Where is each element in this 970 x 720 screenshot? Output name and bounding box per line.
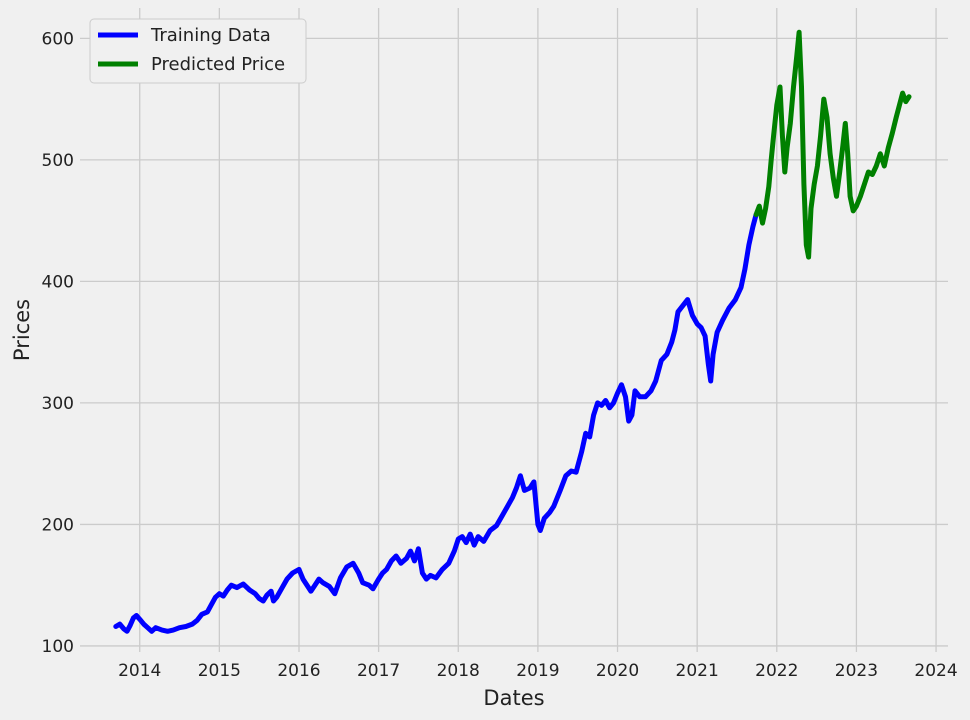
x-tick-label: 2014 [118,661,161,681]
y-tick-label: 300 [42,394,74,414]
data-series [113,29,912,634]
y-tick-label: 400 [42,272,74,292]
series-line-predicted-price [753,29,912,260]
tick-labels: 2014 2015 2016 2017 2018 2019 2020 2021 2022 2023… [42,29,958,681]
x-tick-label: 2024 [914,661,957,681]
legend: Training Data Predicted Price [89,18,307,84]
legend-label-training-data: Training Data [150,25,271,46]
series-line-training-data [113,212,759,634]
y-tick-label: 200 [42,515,74,535]
y-tick-label: 600 [42,29,74,49]
x-tick-label: 2023 [835,661,878,681]
legend-label-predicted-price: Predicted Price [151,54,285,75]
plot-area [80,8,948,652]
x-tick-label: 2017 [357,661,400,681]
x-tick-label: 2020 [596,661,639,681]
x-tick-label: 2021 [676,661,719,681]
x-tick-label: 2022 [755,661,798,681]
x-tick-label: 2015 [198,661,241,681]
x-tick-label: 2016 [277,661,320,681]
grid-lines [80,8,948,652]
x-tick-label: 2018 [437,661,480,681]
y-axis-title: Prices [10,299,34,361]
legend-box [89,18,307,84]
y-tick-label: 100 [42,637,74,657]
x-axis-title: Dates [483,686,544,710]
x-tick-label: 2019 [516,661,559,681]
y-tick-label: 500 [42,151,74,171]
